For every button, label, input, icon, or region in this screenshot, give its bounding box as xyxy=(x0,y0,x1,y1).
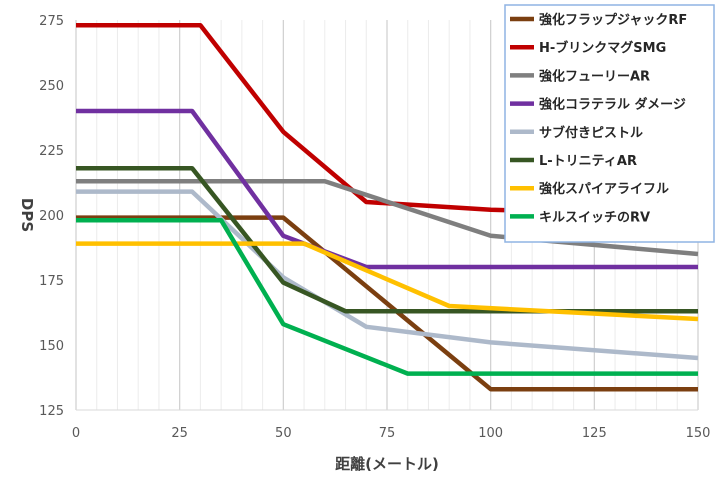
x-tick-label: 25 xyxy=(171,426,188,441)
x-tick-label: 125 xyxy=(582,426,607,441)
legend-label: 強化フューリーAR xyxy=(539,68,650,84)
y-tick-label: 125 xyxy=(39,404,64,419)
legend-label: 強化コラテラル ダメージ xyxy=(539,97,686,113)
legend-label: サブ付きピストル xyxy=(539,125,643,141)
x-tick-label: 0 xyxy=(72,426,80,441)
x-tick-label: 50 xyxy=(275,426,292,441)
x-tick-label: 150 xyxy=(686,426,711,441)
y-tick-label: 150 xyxy=(39,339,64,354)
series-line-4 xyxy=(76,108,698,270)
legend-label: 強化スパイアライフル xyxy=(539,181,669,197)
x-tick-label: 75 xyxy=(379,426,396,441)
legend-box xyxy=(504,4,715,243)
series-line-1 xyxy=(76,215,698,392)
series-line-6 xyxy=(76,165,698,314)
y-tick-label: 225 xyxy=(39,144,64,159)
x-tick-label: 100 xyxy=(478,426,503,441)
legend-label: キルスイッチのRV xyxy=(539,210,650,225)
series-line-8 xyxy=(76,217,698,376)
legend-label: 強化フラップジャックRF xyxy=(539,12,687,28)
x-axis-title: 距離(メートル) xyxy=(335,455,439,473)
y-axis-title: DPS xyxy=(18,198,36,232)
y-tick-label: 200 xyxy=(39,209,64,224)
y-tick-label: 175 xyxy=(39,274,64,289)
y-tick-label: 275 xyxy=(39,14,64,29)
x-tick-labels: 0 25 50 75 100 125 150 xyxy=(72,426,711,441)
legend-label: L-トリニティAR xyxy=(539,154,637,169)
y-tick-label: 250 xyxy=(39,79,64,94)
series-lines xyxy=(76,22,699,392)
legend-label: H-ブリンクマグSMG xyxy=(539,40,666,56)
y-tick-labels: 125 150 175 200 225 250 275 xyxy=(39,14,64,419)
series-line-7 xyxy=(76,241,699,322)
legend: 強化フラップジャックRF H-ブリンクマグSMG 強化フューリーAR 強化コラテラル … xyxy=(504,4,715,243)
